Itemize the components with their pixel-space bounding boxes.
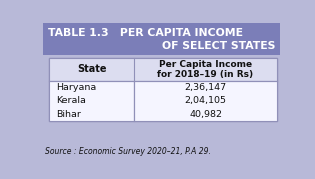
Bar — [49, 81, 134, 121]
Text: Bihar: Bihar — [56, 110, 81, 119]
Text: Source : Economic Survey 2020–21, P.A 29.: Source : Economic Survey 2020–21, P.A 29… — [45, 147, 211, 156]
Bar — [49, 58, 277, 81]
Bar — [43, 23, 280, 55]
Bar — [49, 58, 277, 121]
Text: TABLE 1.3   PER CAPITA INCOME: TABLE 1.3 PER CAPITA INCOME — [48, 28, 243, 38]
Text: OF SELECT STATES: OF SELECT STATES — [162, 41, 275, 51]
Bar — [134, 81, 277, 121]
Text: Haryana: Haryana — [56, 83, 96, 92]
Text: 40,982: 40,982 — [189, 110, 222, 119]
Text: Per Capita Income
for 2018–19 (in Rs): Per Capita Income for 2018–19 (in Rs) — [158, 60, 254, 79]
Text: 2,36,147: 2,36,147 — [185, 83, 226, 92]
Text: State: State — [77, 64, 106, 74]
Text: 2,04,105: 2,04,105 — [185, 96, 226, 105]
Text: Kerala: Kerala — [56, 96, 86, 105]
